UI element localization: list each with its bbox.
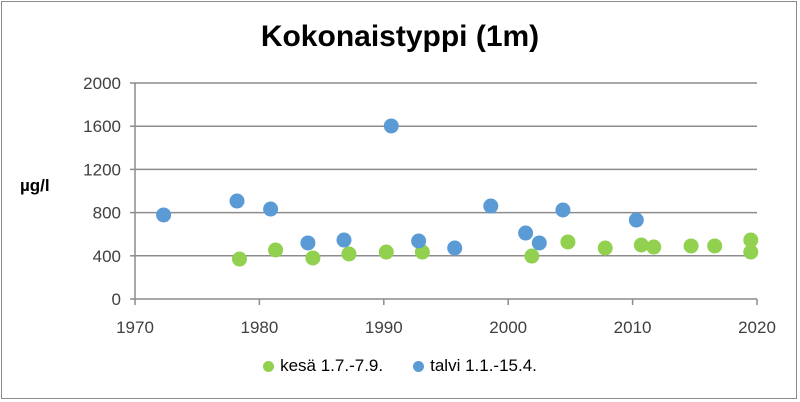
data-point: [646, 239, 662, 255]
data-point: [555, 202, 571, 218]
data-point: [743, 244, 759, 260]
data-point: [531, 235, 547, 251]
data-point: [707, 238, 723, 254]
y-tick-label: 0: [112, 290, 121, 309]
x-tick-label: 1970: [116, 318, 154, 337]
y-tick-label: 1600: [83, 117, 121, 136]
data-point: [597, 240, 613, 256]
data-point: [156, 207, 172, 223]
chart-title: Kokonaistyppi (1m): [260, 20, 540, 53]
legend-marker-icon: [263, 360, 275, 372]
data-point: [231, 251, 247, 267]
data-point: [341, 246, 357, 262]
x-tick-label: 2020: [738, 318, 776, 337]
data-point: [305, 250, 321, 266]
x-tick-label: 1990: [365, 318, 403, 337]
x-tick-label: 2010: [614, 318, 652, 337]
data-point: [229, 193, 245, 209]
y-tick-label: 800: [93, 204, 121, 223]
x-tick-label: 1980: [240, 318, 278, 337]
data-point: [628, 212, 644, 228]
legend-item-kesa: kesä 1.7.-7.9.: [263, 356, 383, 376]
y-tick-label: 1200: [83, 160, 121, 179]
data-point: [263, 201, 279, 217]
data-point: [683, 238, 699, 254]
legend-label: talvi 1.1.-15.4.: [430, 356, 537, 375]
data-point: [383, 118, 399, 134]
data-point: [268, 242, 284, 258]
y-tick-label: 2000: [83, 74, 121, 93]
legend-marker-icon: [413, 360, 425, 372]
data-point: [336, 232, 352, 248]
y-tick-label: 400: [93, 247, 121, 266]
data-point: [524, 248, 540, 264]
data-point: [483, 198, 499, 214]
data-point: [411, 233, 427, 249]
data-point: [518, 225, 534, 241]
data-point: [633, 237, 649, 253]
legend-label: kesä 1.7.-7.9.: [280, 356, 384, 375]
legend-item-talvi: talvi 1.1.-15.4.: [413, 356, 537, 376]
data-point: [300, 235, 316, 251]
x-tick-label: 2000: [489, 318, 527, 337]
y-axis-label: µg/l: [20, 176, 50, 195]
data-point: [378, 244, 394, 260]
data-point: [560, 234, 576, 250]
legend: kesä 1.7.-7.9. talvi 1.1.-15.4.: [0, 356, 800, 376]
data-point: [447, 240, 463, 256]
data-point: [743, 232, 759, 248]
